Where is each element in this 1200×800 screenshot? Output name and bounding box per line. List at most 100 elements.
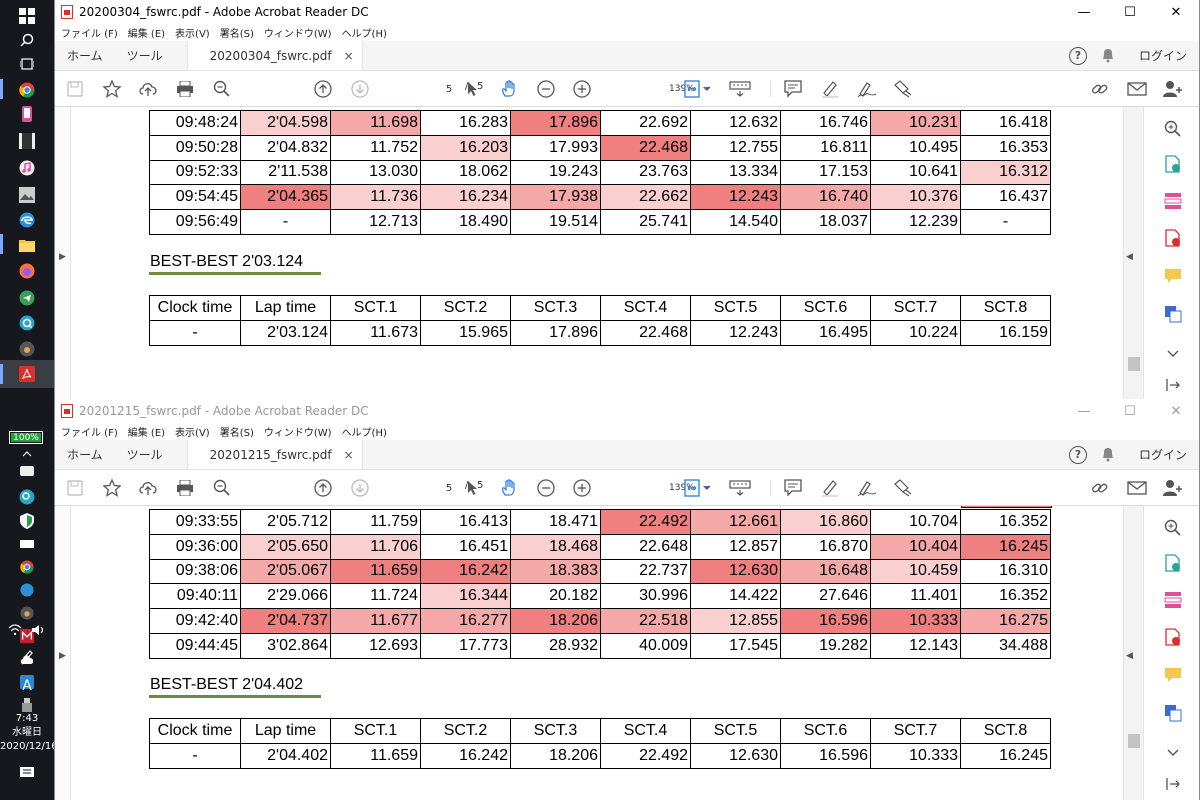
hand-tool-icon[interactable] [499,79,519,99]
login-button[interactable]: ログイン [1138,448,1187,462]
input-method-icon[interactable]: A [22,678,32,694]
page-up-icon[interactable] [313,478,333,498]
keyboard-icon[interactable] [728,478,752,498]
zoom-in-icon[interactable] [572,79,592,99]
tab-tools[interactable]: ツール [126,448,163,462]
battery-indicator[interactable]: 100% [9,431,43,444]
comment-icon[interactable] [783,79,803,99]
file-explorer-icon[interactable] [17,235,37,255]
maximize-button[interactable]: ☐ [1124,4,1136,20]
create-pdf-icon[interactable] [1164,229,1182,247]
star-icon[interactable] [102,79,122,99]
sign-icon[interactable] [857,79,877,99]
menu-help[interactable]: ヘルプ(H) [341,29,387,40]
title-bar[interactable]: 20200304_fswrc.pdf - Adobe Acrobat Reade… [55,0,1199,24]
chrome-icon[interactable] [17,80,37,100]
menu-file[interactable]: ファイル (F) [61,428,118,439]
vertical-scrollbar[interactable]: ◀ [1123,107,1143,404]
chevron-up-icon[interactable] [17,449,37,459]
menu-edit[interactable]: 編集 (E) [127,29,166,40]
translate-tool-icon[interactable] [1164,305,1182,323]
chevron-down-icon[interactable] [1164,345,1182,363]
menu-sign[interactable]: 署名(S) [219,29,254,40]
help-icon[interactable]: ? [1068,46,1087,65]
add-user-icon[interactable] [1163,79,1183,99]
comment-tool-icon[interactable] [1164,666,1182,684]
highlight-pen-icon[interactable] [820,478,840,498]
zoom-search-icon[interactable] [212,478,232,498]
left-panel-toggle[interactable]: ▶ [55,506,71,800]
collapse-panel-icon[interactable] [1164,376,1182,394]
mail-icon[interactable] [1127,478,1147,498]
select-cursor-icon[interactable] [463,478,483,498]
create-pdf-icon[interactable] [1164,628,1182,646]
comment-icon[interactable] [783,478,803,498]
taskbar-clock[interactable]: 7:43 水曜日 2020/12/16 [0,712,58,754]
tab-close-button[interactable]: × [343,48,354,63]
film-app-icon[interactable] [17,131,37,151]
zoom-tool-icon[interactable] [1164,519,1182,537]
help-icon[interactable]: ? [1068,445,1087,464]
upload-cloud-icon[interactable] [138,478,158,498]
collapse-right-icon[interactable]: ◀ [1126,651,1133,661]
tab-tools[interactable]: ツール [126,49,163,63]
menu-window[interactable]: ウィンドウ(W) [263,428,332,439]
tab-document[interactable]: 20200304_fswrc.pdf × [186,41,363,70]
message-tray-icon[interactable] [17,462,37,482]
tab-home[interactable]: ホーム [67,448,103,462]
notification-icon[interactable] [17,766,37,784]
print-icon[interactable] [175,478,195,498]
zoom-tool-icon[interactable] [1164,120,1182,138]
expand-left-icon[interactable]: ▶ [59,651,66,661]
comment-tool-icon[interactable] [1164,267,1182,285]
zoom-out-icon[interactable] [536,79,556,99]
telegram-icon[interactable] [17,288,37,308]
firefox-icon[interactable] [17,261,37,281]
usb-tray-icon[interactable] [17,695,37,715]
menu-view[interactable]: 表示(V) [175,29,210,40]
zoom-out-icon[interactable] [536,478,556,498]
chrome-tray-icon[interactable] [17,557,37,577]
camera-app-icon[interactable] [17,339,37,359]
minimize-button[interactable]: — [1077,4,1091,20]
page-number-input[interactable]: 5 [445,482,453,494]
menu-help[interactable]: ヘルプ(H) [341,428,387,439]
menu-edit[interactable]: 編集 (E) [127,428,166,439]
collapse-right-icon[interactable]: ◀ [1126,252,1133,262]
search-icon[interactable] [17,30,37,50]
fit-page-icon[interactable] [682,79,712,99]
acrobat-icon[interactable] [17,364,37,384]
page-down-icon[interactable] [350,478,370,498]
collapse-panel-icon[interactable] [1164,775,1182,793]
phone-app-icon[interactable] [17,104,37,124]
security-tray-icon[interactable] [17,511,37,531]
zoom-in-icon[interactable] [572,478,592,498]
page-number-input[interactable]: 5 [445,83,453,95]
upload-cloud-icon[interactable] [138,79,158,99]
edge-icon[interactable] [17,210,37,230]
bell-icon[interactable] [1101,448,1115,462]
q-app-icon[interactable] [17,313,37,333]
camera-tray-icon[interactable] [17,603,37,623]
page-down-icon[interactable] [350,79,370,99]
mail-icon[interactable] [1127,79,1147,99]
fit-page-icon[interactable] [682,478,712,498]
device-tray-icon[interactable] [17,534,37,554]
tab-document[interactable]: 20201215_fswrc.pdf × [186,440,363,469]
login-button[interactable]: ログイン [1138,49,1187,63]
photos-app-icon[interactable] [17,185,37,205]
antivirus-tray-icon[interactable] [17,626,37,646]
onedrive-tray-icon[interactable] [17,672,37,692]
select-cursor-icon[interactable] [463,79,483,99]
menu-window[interactable]: ウィンドウ(W) [263,29,332,40]
maximize-button[interactable]: ☐ [1124,403,1136,419]
pen-icon[interactable] [17,648,37,668]
task-view-icon[interactable] [17,54,37,74]
bluetooth-tray-icon[interactable] [17,580,37,600]
share-link-icon[interactable] [1090,79,1110,99]
expand-left-icon[interactable]: ▶ [59,252,66,262]
close-button[interactable]: ✕ [1170,403,1182,419]
left-panel-toggle[interactable]: ▶ [55,107,71,404]
page-up-icon[interactable] [313,79,333,99]
close-button[interactable]: ✕ [1170,4,1182,20]
